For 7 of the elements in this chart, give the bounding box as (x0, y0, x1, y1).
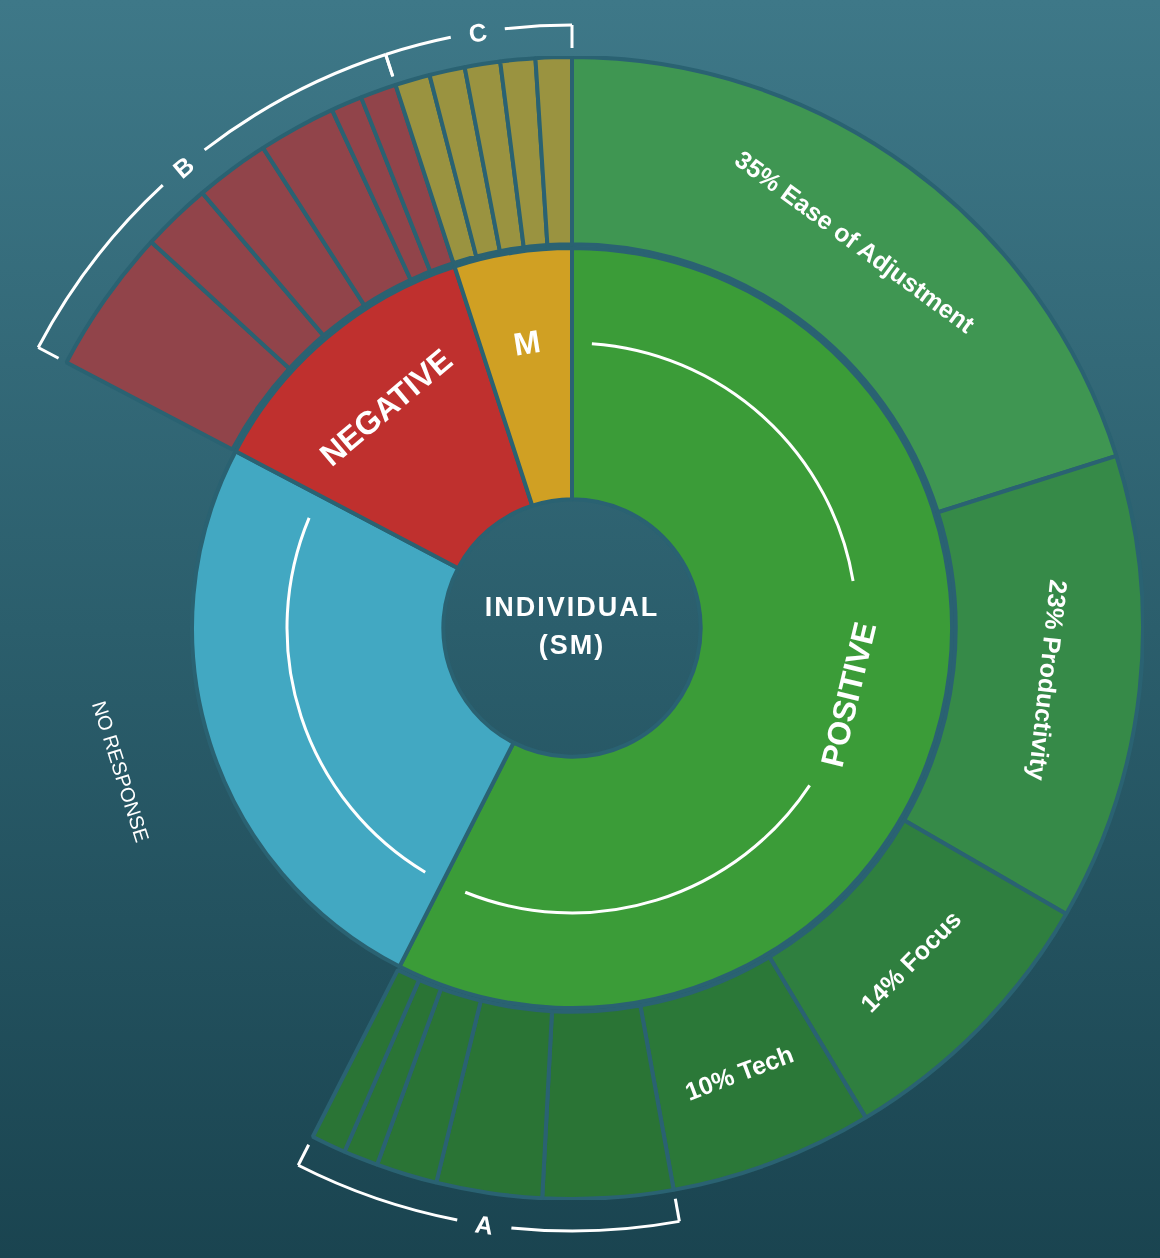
text: B (167, 150, 200, 184)
slice-label: M (510, 323, 543, 363)
slice-label: 10% Tech (681, 1039, 798, 1106)
text: C (466, 17, 489, 48)
text: INDIVIDUAL (SM) (483, 591, 661, 662)
slice-label: 23% Productivity (1023, 578, 1074, 782)
text: A (473, 1209, 496, 1240)
